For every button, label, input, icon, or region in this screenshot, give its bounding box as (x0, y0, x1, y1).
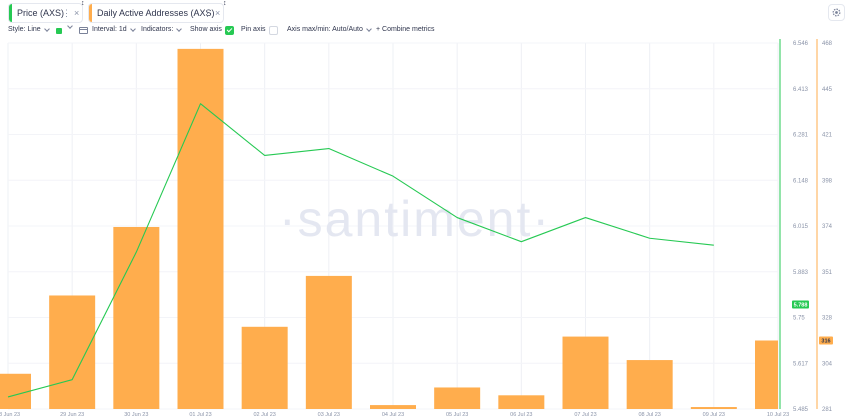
daa-axis-tick-label: 328 (822, 316, 833, 322)
indicators-dropdown[interactable]: Indicators: (141, 25, 183, 33)
daa-axis-tick-label: 374 (822, 224, 833, 230)
daa-bar (305, 275, 352, 409)
price-line (7, 103, 714, 398)
drag-handle-icon[interactable]: ↕ (81, 0, 85, 7)
price-color-accent (9, 4, 12, 22)
drag-handle-icon[interactable]: ↕ (223, 0, 227, 7)
daa-bar (626, 360, 673, 409)
daa-bar (49, 295, 96, 409)
axis-minmax-dropdown[interactable]: Axis max/min: Auto/Auto (287, 25, 372, 33)
daa-axis-tick-label: 445 (822, 87, 833, 93)
daa-bar (0, 373, 31, 409)
x-axis-date-label: 04 Jul 23 (382, 412, 404, 418)
daa-bars (0, 48, 778, 410)
interval-dropdown[interactable]: Interval: 1d (92, 25, 136, 33)
daa-current-value: 316 (821, 338, 830, 344)
x-axis-date-label: 02 Jul 23 (254, 412, 276, 418)
style-label: Style: Line (8, 26, 41, 33)
x-axis-date-label: 10 Jul 23 (767, 412, 789, 418)
price-axis-tick-label: 6.148 (793, 178, 809, 184)
daa-axis-tick-label: 398 (822, 178, 833, 184)
combine-metrics-button[interactable]: + Combine metrics (376, 26, 435, 33)
price-axis-tick-label: 5.617 (793, 361, 809, 367)
price-axis-tick-label: 5.485 (793, 407, 809, 413)
x-axis-date-label: 08 Jul 23 (639, 412, 661, 418)
daa-bar (241, 326, 288, 409)
daa-axis-tick-label: 468 (822, 41, 833, 47)
price-series-line (7, 103, 714, 398)
x-axis-date-label: 06 Jul 23 (510, 412, 532, 418)
style-dropdown[interactable]: Style: Line (8, 25, 50, 33)
daa-current-badge (819, 336, 833, 345)
price-current-badge (792, 300, 809, 309)
x-axis-date-label: 01 Jul 23 (189, 412, 211, 418)
more-options-icon[interactable]: ⋮ (62, 8, 71, 18)
santiment-watermark: ·santiment· (279, 191, 551, 247)
calendar-icon (79, 27, 88, 34)
daa-bar (755, 340, 778, 409)
daa-bar (177, 48, 224, 410)
x-axis-date-label: 03 Jul 23 (318, 412, 340, 418)
price-axis-tick-label: 6.015 (793, 224, 809, 230)
price-axis-tick-label: 6.281 (793, 133, 809, 139)
gear-icon (832, 8, 841, 17)
x-axis-date-label: 28 Jun 23 (0, 412, 20, 418)
daa-axis-tick-label: 351 (822, 270, 833, 276)
daa-bar (498, 395, 545, 409)
price-axis-tick-label: 6.546 (793, 41, 809, 47)
price-axis-tick-label: 6.413 (793, 87, 809, 93)
close-icon[interactable]: × (74, 8, 80, 18)
x-axis-date-label: 05 Jul 23 (446, 412, 468, 418)
daa-axis-tick-label: 281 (822, 407, 833, 413)
pin-axis-checkbox[interactable] (269, 26, 278, 35)
axes: 6.546 6.413 6.281 6.148 6.015 5.883 5.75 5.617 5… (0, 39, 833, 418)
daa-bar (690, 407, 737, 409)
x-axis-date-label: 09 Jul 23 (703, 412, 725, 418)
axis-minmax-label: Axis max/min: Auto/Auto (287, 26, 363, 33)
metric-tab-price[interactable]: Price (AXS) ⋮ × (8, 3, 83, 23)
x-axis-date-label: 29 Jun 23 (60, 412, 84, 418)
daa-bar (113, 226, 160, 409)
indicators-label: Indicators: (141, 26, 174, 33)
daa-bar (434, 387, 481, 409)
price-axis-tick-label: 5.75 (793, 316, 805, 322)
x-axis-date-label: 07 Jul 23 (574, 412, 596, 418)
daa-axis-tick-label: 304 (822, 361, 833, 367)
interval-label: Interval: 1d (92, 26, 127, 33)
daa-bar (370, 405, 416, 409)
more-options-icon[interactable]: ⋮ (203, 8, 212, 18)
metric-tab-daa[interactable]: Daily Active Addresses (AXS) ⋮ × (88, 3, 224, 23)
show-axis-label: Show axis (190, 26, 222, 33)
price-axis-tick-label: 5.883 (793, 270, 809, 276)
daa-color-accent (89, 4, 92, 22)
pin-axis-label: Pin axis (241, 26, 266, 33)
close-icon[interactable]: × (215, 8, 221, 18)
x-axis-date-label: 30 Jun 23 (124, 412, 148, 418)
settings-button[interactable] (828, 4, 845, 21)
price-current-value: 5.788 (794, 302, 808, 308)
show-axis-checkbox[interactable] (225, 26, 234, 35)
metric-tab-price-label: Price (AXS) (17, 8, 65, 18)
daa-axis-tick-label: 421 (822, 133, 833, 139)
line-color-swatch[interactable] (56, 28, 62, 34)
metric-tab-daa-label: Daily Active Addresses (AXS) (97, 8, 215, 18)
daa-bar (562, 336, 609, 409)
